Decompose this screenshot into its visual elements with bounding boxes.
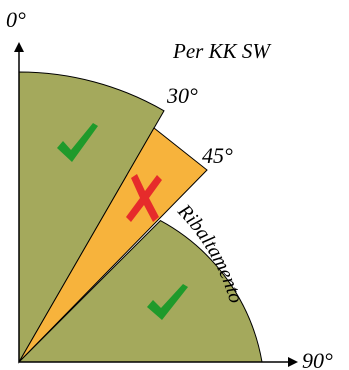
vertical-axis-label: 0° bbox=[6, 7, 26, 32]
horizontal-axis-label: 90° bbox=[302, 348, 333, 370]
angle-label-45: 45° bbox=[202, 143, 233, 168]
cross-icon bbox=[126, 174, 162, 222]
check-icon bbox=[57, 123, 98, 162]
check-icon bbox=[147, 284, 188, 320]
sector-30-45 bbox=[18, 127, 208, 363]
angle-label-30: 30° bbox=[166, 83, 198, 108]
sector-45-90 bbox=[17, 219, 263, 363]
sector-0-30 bbox=[18, 71, 165, 364]
diagram-title: Per KK SW bbox=[172, 39, 272, 63]
